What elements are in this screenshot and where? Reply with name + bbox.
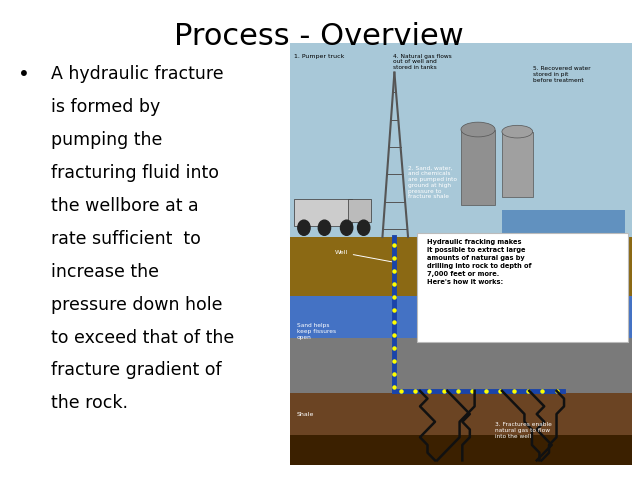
Text: Well: Well (335, 250, 392, 262)
Text: is formed by: is formed by (51, 98, 161, 116)
Text: the wellbore at a: the wellbore at a (51, 197, 199, 215)
Text: 1. Pumper truck: 1. Pumper truck (293, 54, 344, 58)
Text: Process - Overview: Process - Overview (174, 22, 464, 51)
Bar (290, 338, 632, 393)
Circle shape (357, 220, 370, 235)
Bar (293, 199, 352, 227)
Text: fracturing fluid into: fracturing fluid into (51, 164, 219, 182)
Text: rate sufficient  to: rate sufficient to (51, 230, 201, 248)
Text: the rock.: the rock. (51, 394, 128, 412)
Circle shape (298, 220, 310, 235)
Text: Hydraulic fracking makes
it possible to extract large
amounts of natural gas by
: Hydraulic fracking makes it possible to … (427, 239, 531, 285)
Bar (502, 210, 625, 237)
Text: fracture gradient of: fracture gradient of (51, 362, 222, 379)
Bar (290, 393, 632, 435)
Bar (348, 199, 371, 222)
Bar (502, 132, 533, 197)
Text: pumping the: pumping the (51, 131, 163, 149)
Bar (461, 129, 495, 205)
Text: Sand helps
keep fissures
open: Sand helps keep fissures open (297, 323, 336, 340)
Text: 5. Recovered water
stored in pit
before treatment: 5. Recovered water stored in pit before … (533, 66, 590, 83)
Ellipse shape (502, 125, 533, 138)
Text: 2. Sand, water,
and chemicals
are pumped into
ground at high
pressure to
fractur: 2. Sand, water, and chemicals are pumped… (408, 165, 457, 199)
Text: A hydraulic fracture: A hydraulic fracture (51, 65, 224, 83)
FancyBboxPatch shape (417, 233, 628, 342)
Text: Shale: Shale (297, 412, 315, 417)
Text: 3. Fractures enable
natural gas to flow
into the well: 3. Fractures enable natural gas to flow … (495, 422, 552, 439)
Bar (290, 237, 632, 296)
Bar (290, 435, 632, 465)
Text: •: • (18, 65, 29, 84)
Text: to exceed that of the: to exceed that of the (51, 329, 235, 347)
Ellipse shape (461, 122, 495, 137)
Circle shape (318, 220, 330, 235)
Text: 4. Natural gas flows
out of well and
stored in tanks: 4. Natural gas flows out of well and sto… (393, 54, 452, 70)
Bar (290, 296, 632, 338)
Text: pressure down hole: pressure down hole (51, 296, 223, 314)
Bar (290, 43, 632, 237)
Text: increase the: increase the (51, 262, 160, 281)
Circle shape (341, 220, 353, 235)
